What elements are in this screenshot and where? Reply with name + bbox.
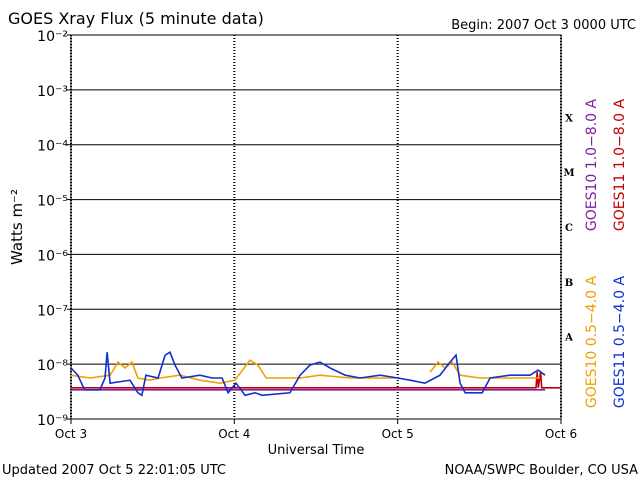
x-tick-label: Oct 6 (545, 427, 577, 441)
flare-class-label: X (565, 113, 573, 124)
flare-class-label: A (564, 333, 573, 344)
y-tick-label: 10⁻⁵ (37, 194, 68, 210)
flare-class-label: M (563, 168, 574, 179)
y-tick-label: 10⁻⁹ (37, 413, 68, 429)
y-tick-label: 10⁻⁸ (37, 358, 68, 374)
y-tick-label: 10⁻⁷ (37, 303, 68, 319)
plot-frame (70, 34, 562, 420)
y-tick-label: 10⁻³ (37, 84, 68, 100)
y-axis-label: Watts m⁻² (8, 189, 26, 265)
y-tick-label: 10⁻² (37, 29, 68, 45)
flare-class-label: C (565, 223, 573, 234)
series-line (70, 351, 546, 397)
series-line (429, 360, 540, 379)
footer-source: NOAA/SWPC Boulder, CO USA (445, 463, 638, 478)
series-line (70, 359, 396, 385)
legend-entry: GOES11 1.0−8.0 A (612, 99, 628, 232)
legend-entry: GOES11 0.5−4.0 A (612, 276, 628, 409)
flare-class-label: B (565, 278, 573, 289)
x-tick-label: Oct 4 (218, 427, 250, 441)
footer-updated: Updated 2007 Oct 5 22:01:05 UTC (2, 463, 226, 478)
y-tick-label: 10⁻⁴ (37, 139, 68, 155)
legend-entry: GOES10 1.0−8.0 A (584, 99, 600, 232)
chart-title: GOES Xray Flux (5 minute data) (8, 9, 264, 28)
legend-entry: GOES10 0.5−4.0 A (584, 276, 600, 409)
y-tick-label: 10⁻⁶ (37, 248, 68, 264)
series-line (71, 371, 561, 389)
x-tick-label: Oct 5 (382, 427, 414, 441)
x-axis-label: Universal Time (268, 443, 365, 458)
x-tick-label: Oct 3 (55, 427, 87, 441)
chart-subtitle: Begin: 2007 Oct 3 0000 UTC (451, 18, 636, 33)
